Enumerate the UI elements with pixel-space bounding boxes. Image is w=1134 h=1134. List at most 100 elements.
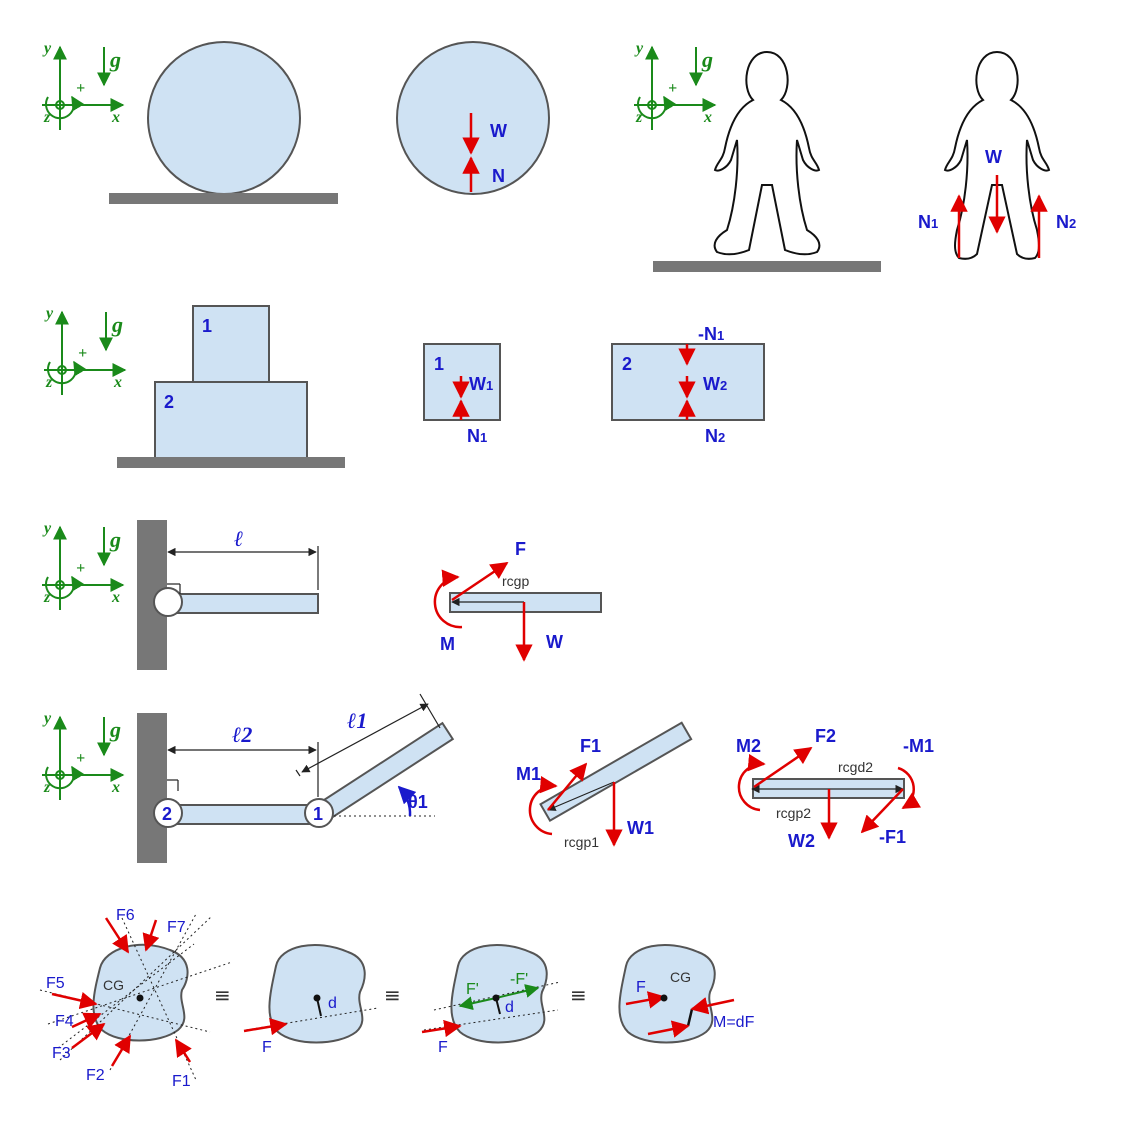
axis-x-label: x <box>703 109 712 126</box>
d-label: d <box>505 999 514 1016</box>
person-weight-label: W <box>985 147 1002 167</box>
m2-label: M2 <box>736 736 761 756</box>
r-cgp-label: rcgp <box>502 573 529 589</box>
axis-x-label: x <box>111 779 120 796</box>
force-f-label: F <box>262 1039 272 1056</box>
block-2 <box>154 381 308 459</box>
axes-icon: y x z + g <box>42 40 125 130</box>
gravity-label: g <box>109 527 121 552</box>
ball <box>147 41 301 195</box>
axes-icon: y x z + g <box>42 520 125 610</box>
axis-y-label: y <box>42 40 52 57</box>
gravity-label: g <box>109 717 121 742</box>
force-couple-body <box>421 944 561 1044</box>
force-f-label: F <box>438 1039 448 1056</box>
axis-z-label: z <box>43 779 51 796</box>
weight-w-label: W <box>546 632 563 652</box>
w2-label: W2 <box>788 831 815 851</box>
multi-force-body <box>39 913 233 1081</box>
d-label: d <box>328 995 337 1012</box>
axis-y-label: y <box>42 520 52 537</box>
person-n1-label: N1 <box>918 212 938 232</box>
person-standing <box>713 50 821 256</box>
axis-z-label: z <box>45 374 53 391</box>
force-f-label: F <box>636 979 646 996</box>
joint-1-label: 1 <box>313 804 323 824</box>
fbd1-w-label: W1 <box>469 374 493 394</box>
f6-label: F6 <box>116 907 135 924</box>
axis-y-label: y <box>634 40 644 57</box>
neg-f1-label: -F1 <box>879 827 906 847</box>
link-2 <box>166 804 319 825</box>
axes-icon: y x z + g <box>44 305 127 395</box>
ball-weight-label: W <box>490 121 507 141</box>
fbd1-n-label: N1 <box>467 426 487 446</box>
axis-z-label: z <box>635 109 643 126</box>
fbd2-top-label: -N1 <box>698 324 724 344</box>
axis-plus-label: + <box>78 345 87 362</box>
rcgd2-label: rcgd2 <box>838 759 873 775</box>
ground <box>117 457 345 468</box>
f4-label: F4 <box>55 1013 74 1030</box>
f5-label: F5 <box>46 975 65 992</box>
axis-plus-label: + <box>76 560 85 577</box>
m1-label: M1 <box>516 764 541 784</box>
length-2-label: ℓ2 <box>232 722 252 747</box>
ground <box>109 193 338 204</box>
axis-y-label: y <box>42 710 52 727</box>
joint-2 <box>153 798 183 828</box>
moment-m-label: M <box>440 634 455 654</box>
equiv-symbol: ≡ <box>570 983 587 1007</box>
equivalent-body <box>618 944 735 1044</box>
joint-1 <box>304 798 334 828</box>
axis-x-label: x <box>111 109 120 126</box>
f1-label: F1 <box>580 736 601 756</box>
cg-label: CG <box>103 977 124 993</box>
axis-x-label: x <box>113 374 122 391</box>
ground <box>653 261 881 272</box>
wall <box>137 713 167 863</box>
axes-icon: y x z + g <box>42 710 125 800</box>
gravity-label: g <box>701 47 713 72</box>
block-2-fbd <box>611 343 765 421</box>
axes-icon: y x z + g <box>634 40 717 130</box>
f-prime-label: F' <box>466 981 479 998</box>
gravity-label: g <box>109 47 121 72</box>
link-1-fbd <box>528 721 693 847</box>
equiv-symbol: ≡ <box>384 983 401 1007</box>
fbd2-label: 2 <box>622 354 632 374</box>
single-force-body <box>243 944 379 1044</box>
ball-fbd: W N <box>396 41 550 195</box>
moment-df-label: M=dF <box>713 1014 755 1031</box>
rcgp1-label: rcgp1 <box>564 834 599 850</box>
axis-plus-label: + <box>76 750 85 767</box>
axis-plus-label: + <box>76 80 85 97</box>
gravity-label: g <box>111 312 123 337</box>
theta-label: θ1 <box>408 792 428 812</box>
force-f-label: F <box>515 539 526 559</box>
beam-fbd <box>433 561 602 662</box>
neg-f-prime-label: -F' <box>510 971 528 988</box>
f3-label: F3 <box>52 1045 71 1062</box>
f1-label: F1 <box>172 1073 191 1090</box>
f7-label: F7 <box>167 919 186 936</box>
w1-label: W1 <box>627 818 654 838</box>
block-1-label: 1 <box>202 316 212 336</box>
cg-label: CG <box>670 969 691 985</box>
rcgp2-label: rcgp2 <box>776 805 811 821</box>
ball-normal-label: N <box>492 166 505 186</box>
length-1-label: ℓ1 <box>347 708 367 733</box>
block-2-label: 2 <box>164 392 174 412</box>
person-n2-label: N2 <box>1056 212 1076 232</box>
fbd1-label: 1 <box>434 354 444 374</box>
link-1 <box>312 721 455 824</box>
f2-label: F2 <box>815 726 836 746</box>
f2-label: F2 <box>86 1067 105 1084</box>
axis-y-label: y <box>44 305 54 322</box>
axis-plus-label: + <box>668 80 677 97</box>
neg-m1-label: -M1 <box>903 736 934 756</box>
fbd2-w-label: W2 <box>703 374 727 394</box>
length-label: ℓ <box>234 526 243 551</box>
